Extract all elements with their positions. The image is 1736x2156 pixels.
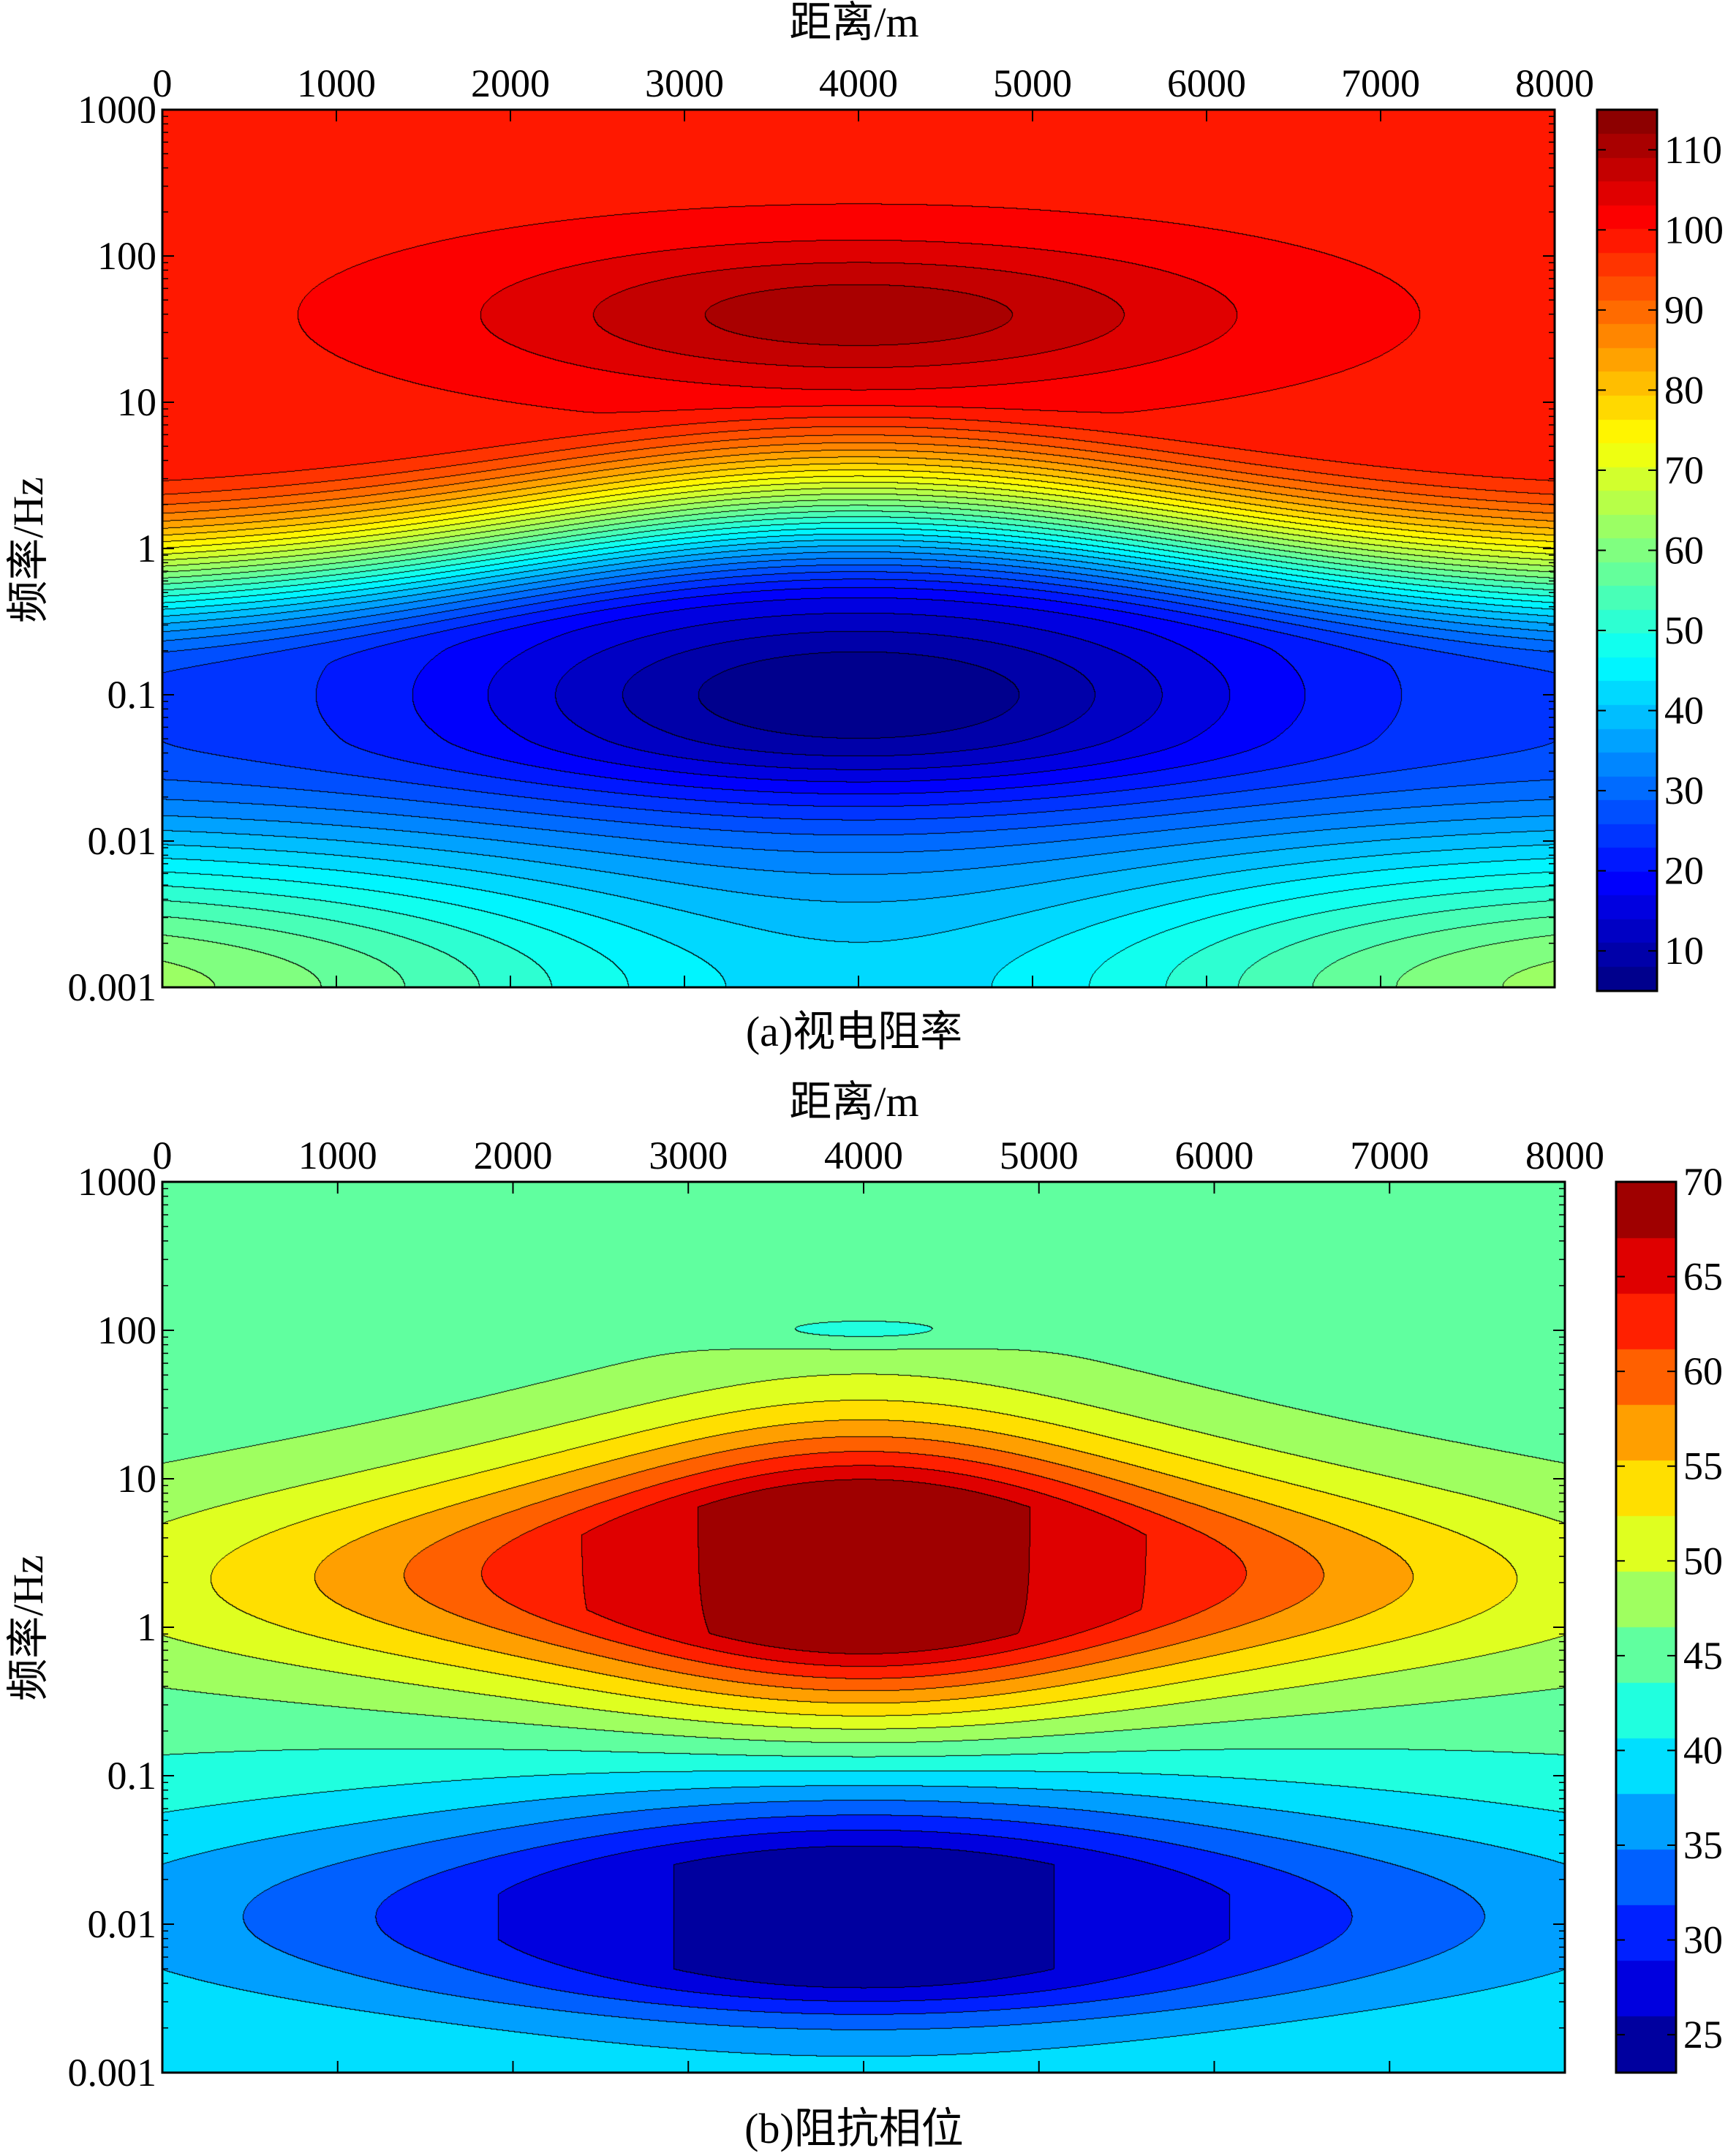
x-tick-label: 3000 [645,61,724,105]
y-tick-label: 1000 [78,1160,156,1204]
x-tick-label: 2000 [474,1134,553,1177]
x-tick-label: 1000 [297,61,376,105]
panel-caption: (b)阻抗相位 [744,2105,964,2152]
panel-apparent-resistivity: 距离/m 0 1000 2000 3000 4000 5000 6000 7000 8000 0… [4,0,1724,1055]
x-tick-label: 7000 [1350,1134,1429,1177]
x-tick-label: 5000 [1000,1134,1079,1177]
colorbar-tick-label: 100 [1664,208,1724,252]
colorbar-tick-label: 80 [1664,368,1704,412]
y-tick-label: 0.01 [88,1902,157,1946]
colorbar-tick-label: 110 [1664,128,1722,172]
colorbar [1616,1182,1676,2073]
panel-impedance-phase: 距离/m 0 1000 2000 3000 4000 5000 6000 7000 8000 0… [4,1078,1723,2152]
x-tick-label: 6000 [1167,61,1246,105]
colorbar-tick-label: 60 [1664,529,1704,573]
x-axis-title: 距离/m [789,0,918,46]
x-tick-label: 4000 [819,61,898,105]
y-tick-label: 1 [137,527,156,570]
colorbar-tick-label: 30 [1664,769,1704,813]
colorbar [1597,110,1657,991]
colorbar-tick-label: 35 [1683,1823,1723,1867]
y-tick-labels: 0.001 0.01 0.1 1 10 100 1000 [68,88,157,1009]
colorbar-tick-label: 65 [1683,1255,1723,1299]
y-tick-labels: 0.001 0.01 0.1 1 10 100 1000 [68,1160,157,2095]
y-tick-label: 10 [117,380,156,424]
colorbar-tick-label: 55 [1683,1444,1723,1488]
y-tick-label: 0.1 [107,1754,157,1798]
y-axis-title: 频率/Hz [4,1555,52,1701]
colorbar-tick-label: 30 [1683,1918,1723,1962]
x-tick-label: 1000 [298,1134,377,1177]
x-tick-label: 2000 [471,61,550,105]
colorbar-tick-label: 45 [1683,1634,1723,1678]
colorbar-tick-label: 60 [1683,1349,1723,1393]
x-tick-labels: 0 1000 2000 3000 4000 5000 6000 7000 8000 [153,61,1595,105]
colorbar-tick-label: 50 [1664,608,1704,652]
y-tick-label: 0.1 [107,673,157,717]
y-axis-title: 频率/Hz [4,477,52,623]
contour-field [162,1182,1565,2073]
x-axis-title: 距离/m [789,1078,918,1126]
x-tick-label: 3000 [649,1134,728,1177]
x-tick-label: 8000 [1515,61,1594,105]
colorbar-tick-label: 40 [1664,689,1704,733]
colorbar-tick-label: 40 [1683,1728,1723,1772]
x-tick-label: 0 [153,61,173,105]
x-tick-label: 4000 [824,1134,903,1177]
axis-tick-marks [162,1181,1566,2073]
panel-caption: (a)视电阻率 [746,1008,962,1055]
y-tick-label: 100 [97,1308,156,1352]
colorbar-tick-label: 70 [1664,448,1704,492]
colorbar-tick-label: 90 [1664,288,1704,332]
colorbar-frame [1615,1180,1677,2074]
x-tick-label: 6000 [1175,1134,1254,1177]
y-tick-label: 0.01 [88,819,157,863]
y-tick-label: 0.001 [68,2051,157,2095]
x-tick-label: 7000 [1341,61,1420,105]
y-tick-label: 100 [97,234,156,278]
y-tick-label: 0.001 [68,965,157,1009]
colorbar-tick-labels: 25 30 35 40 45 50 55 60 65 70 [1616,1160,1723,2057]
axis-tick-marks [162,109,1555,988]
y-tick-label: 10 [117,1457,156,1501]
contour-field [162,110,1555,987]
y-tick-label: 1000 [78,88,156,132]
colorbar-tick-labels: 10 20 30 40 50 60 70 80 90 100 110 [1597,128,1724,973]
colorbar-tick-label: 25 [1683,2013,1723,2057]
x-tick-labels: 0 1000 2000 3000 4000 5000 6000 7000 8000 [153,1134,1605,1177]
y-tick-label: 1 [137,1605,156,1649]
x-tick-label: 5000 [993,61,1072,105]
x-tick-label: 0 [153,1134,173,1177]
colorbar-tick-label: 10 [1664,929,1704,973]
colorbar-tick-label: 50 [1683,1539,1723,1583]
x-tick-label: 8000 [1525,1134,1604,1177]
colorbar-tick-label: 70 [1683,1160,1723,1204]
colorbar-tick-label: 20 [1664,849,1704,893]
